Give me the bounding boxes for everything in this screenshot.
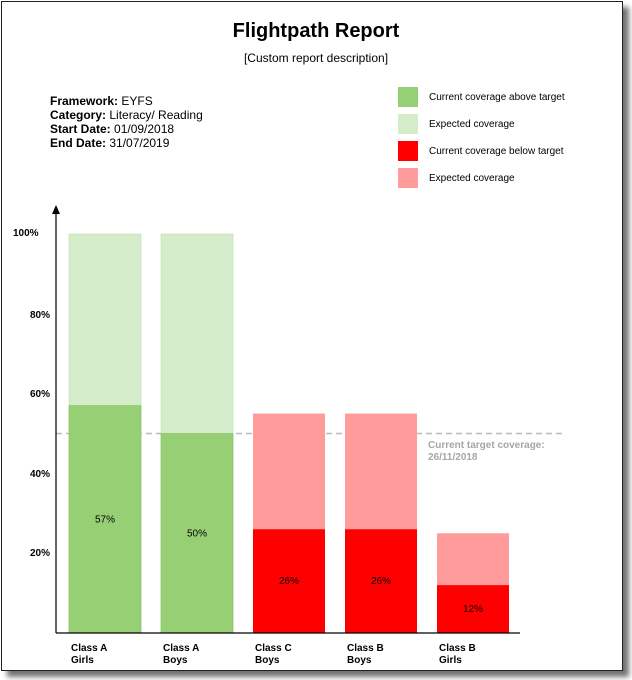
meta-category: Category: Literacy/ Reading <box>50 108 203 122</box>
meta-framework: Framework: EYFS <box>50 94 203 108</box>
current-bar <box>345 529 417 633</box>
meta-start-date: Start Date: 01/09/2018 <box>50 122 203 136</box>
y-tick-label: 60% <box>30 389 50 400</box>
category-label: Class B <box>347 643 384 654</box>
category-label: Boys <box>347 655 372 666</box>
legend-swatch <box>398 168 418 188</box>
category-label: Class A <box>163 643 199 654</box>
legend-swatch <box>398 87 418 107</box>
category-label: Class B <box>439 643 476 654</box>
current-bar <box>160 433 234 634</box>
y-tick-label: 80% <box>30 310 50 321</box>
meta-framework-key: Framework: <box>50 94 119 108</box>
bar-value-label: 50% <box>187 528 207 539</box>
y-tick-label: 40% <box>30 469 50 480</box>
target-label: Current target coverage: <box>428 440 545 451</box>
legend-item: Expected coverage <box>398 114 565 134</box>
report-meta: Framework: EYFS Category: Literacy/ Read… <box>50 94 203 150</box>
current-bar <box>253 529 325 633</box>
chart-legend: Current coverage above target Expected c… <box>398 87 565 195</box>
category-label: Girls <box>71 655 94 666</box>
meta-end-date-value: 31/07/2019 <box>106 136 170 150</box>
legend-item: Current coverage below target <box>398 141 565 161</box>
legend-item: Current coverage above target <box>398 87 565 107</box>
meta-end-date: End Date: 31/07/2019 <box>50 136 203 150</box>
category-label: Class C <box>255 643 292 654</box>
meta-category-key: Category: <box>50 108 107 122</box>
bar-value-label: 57% <box>95 514 115 525</box>
category-label: Boys <box>163 655 188 666</box>
target-label: 26/11/2018 <box>428 452 478 463</box>
bar-value-label: 26% <box>371 576 391 587</box>
category-label: Class A <box>71 643 107 654</box>
category-label: Boys <box>255 655 280 666</box>
legend-label: Expected coverage <box>429 172 515 184</box>
current-bar <box>68 405 142 634</box>
page-subtitle: [Custom report description] <box>243 51 389 65</box>
meta-framework-value: EYFS <box>118 94 153 108</box>
bar-value-label: 12% <box>463 604 483 615</box>
legend-swatch <box>398 114 418 134</box>
legend-item: Expected coverage <box>398 168 565 188</box>
legend-swatch <box>398 141 418 161</box>
meta-category-value: Literacy/ Reading <box>106 108 203 122</box>
meta-start-date-value: 01/09/2018 <box>110 122 175 136</box>
legend-label: Current coverage below target <box>429 145 564 157</box>
legend-label: Expected coverage <box>429 118 515 130</box>
meta-end-date-key: End Date: <box>50 136 107 150</box>
legend-label: Current coverage above target <box>429 91 565 103</box>
y-tick-label: 20% <box>30 548 50 559</box>
y-axis-arrow-icon <box>52 205 60 214</box>
current-bar <box>437 585 509 633</box>
meta-start-date-key: Start Date: <box>50 122 111 136</box>
bar-value-label: 26% <box>279 576 299 587</box>
category-label: Girls <box>439 655 462 666</box>
page-title: Flightpath Report <box>232 20 400 42</box>
y-tick-label: 100% <box>13 228 39 239</box>
